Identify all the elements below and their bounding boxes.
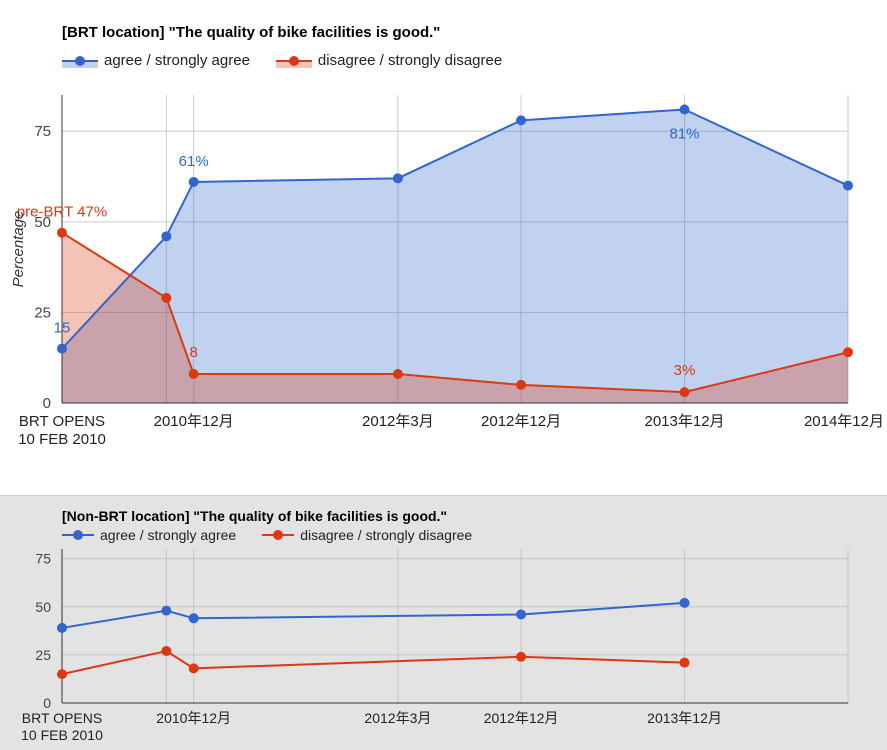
y-tick-label: 0 xyxy=(43,395,51,412)
series-area-agree xyxy=(62,109,848,404)
legend-label-agree: agree / strongly agree xyxy=(104,52,250,69)
data-point-agree xyxy=(57,622,67,633)
x-tick-label: 2012年3月 xyxy=(362,413,434,430)
data-point-disagree xyxy=(392,369,403,380)
data-point-agree xyxy=(188,176,199,187)
data-point-agree xyxy=(516,609,527,620)
y-tick-label: 75 xyxy=(34,123,51,140)
data-point-agree xyxy=(392,173,403,184)
data-label: 61% xyxy=(179,153,209,170)
data-point-disagree xyxy=(161,292,172,303)
legend-label-disagree: disagree / strongly disagree xyxy=(300,527,473,543)
data-point-disagree xyxy=(679,657,690,668)
data-point-agree xyxy=(843,180,853,191)
data-label: pre-BRT 47% xyxy=(17,204,107,221)
non-brt-chart-plot: 0 25 50 75 BRT OPENS 10 FEB 2010 2010年12月 2012年… xyxy=(21,549,849,743)
data-point-disagree xyxy=(188,369,199,380)
non-brt-chart-panel: [Non-BRT location] "The quality of bike … xyxy=(0,495,887,750)
chart-legend: agree / strongly agree disagree / strong… xyxy=(62,52,528,69)
disagree-series-swatch-icon xyxy=(275,55,312,68)
y-tick-label: 50 xyxy=(34,214,51,231)
legend-label-agree: agree / strongly agree xyxy=(100,527,237,543)
data-point-disagree xyxy=(516,651,527,662)
data-point-agree xyxy=(679,597,690,608)
legend-item-disagree[interactable]: disagree / strongly disagree xyxy=(275,52,503,69)
x-tick-label: BRT OPENS 10 FEB 2010 xyxy=(21,710,103,743)
data-point-disagree xyxy=(57,227,67,238)
data-point-disagree xyxy=(161,646,172,657)
data-point-agree xyxy=(57,343,67,354)
legend-label-disagree: disagree / strongly disagree xyxy=(317,52,503,69)
agree-series-swatch-icon xyxy=(62,55,98,68)
brt-chart-panel: [BRT location] "The quality of bike faci… xyxy=(10,24,884,448)
brt-chart-plot: 0 25 50 75 BRT OPENS 10 FEB 2010 2010年12月 2012年… xyxy=(10,95,884,448)
data-label: 81% xyxy=(670,125,700,142)
data-point-agree xyxy=(679,104,690,115)
data-point-disagree xyxy=(843,347,853,358)
data-label: 15 xyxy=(54,320,71,337)
y-tick-label: 0 xyxy=(43,695,51,711)
chart-title: [Non-BRT location] "The quality of bike … xyxy=(62,508,448,524)
legend-item-agree[interactable]: agree / strongly agree xyxy=(62,52,250,69)
chart-title: [BRT location] "The quality of bike faci… xyxy=(62,24,441,41)
y-tick-label: 25 xyxy=(34,304,51,321)
x-tick-label: 2012年12月 xyxy=(484,710,559,726)
y-tick-label: 50 xyxy=(35,599,51,615)
x-tick-label: 2010年12月 xyxy=(154,413,234,430)
x-tick-label: BRT OPENS 10 FEB 2010 xyxy=(18,413,106,448)
disagree-series-swatch-icon xyxy=(262,530,295,540)
data-point-agree xyxy=(161,231,172,242)
x-tick-label: 2010年12月 xyxy=(156,710,231,726)
data-label: 3% xyxy=(674,362,696,379)
chart-legend: agree / strongly agree disagree / strong… xyxy=(62,527,498,543)
data-point-disagree xyxy=(679,387,690,398)
x-tick-label: 2014年12月 xyxy=(804,413,884,430)
x-tick-label: 2012年3月 xyxy=(364,710,431,726)
data-point-agree xyxy=(188,613,199,624)
x-tick-label: 2013年12月 xyxy=(647,710,722,726)
x-tick-label: 2012年12月 xyxy=(481,413,561,430)
agree-series-swatch-icon xyxy=(62,530,94,540)
data-point-disagree xyxy=(516,379,527,390)
y-tick-label: 25 xyxy=(35,647,51,663)
data-point-agree xyxy=(161,605,172,616)
data-label: 8 xyxy=(189,344,197,361)
series-area-disagree xyxy=(62,232,848,403)
data-point-agree xyxy=(516,115,527,126)
legend-item-agree[interactable]: agree / strongly agree xyxy=(62,527,236,543)
legend-item-disagree[interactable]: disagree / strongly disagree xyxy=(262,527,472,543)
y-tick-label: 75 xyxy=(35,551,51,567)
data-point-disagree xyxy=(57,669,67,680)
x-tick-label: 2013年12月 xyxy=(644,413,724,430)
data-point-disagree xyxy=(188,663,199,674)
y-axis-title: Percentage xyxy=(10,211,27,288)
